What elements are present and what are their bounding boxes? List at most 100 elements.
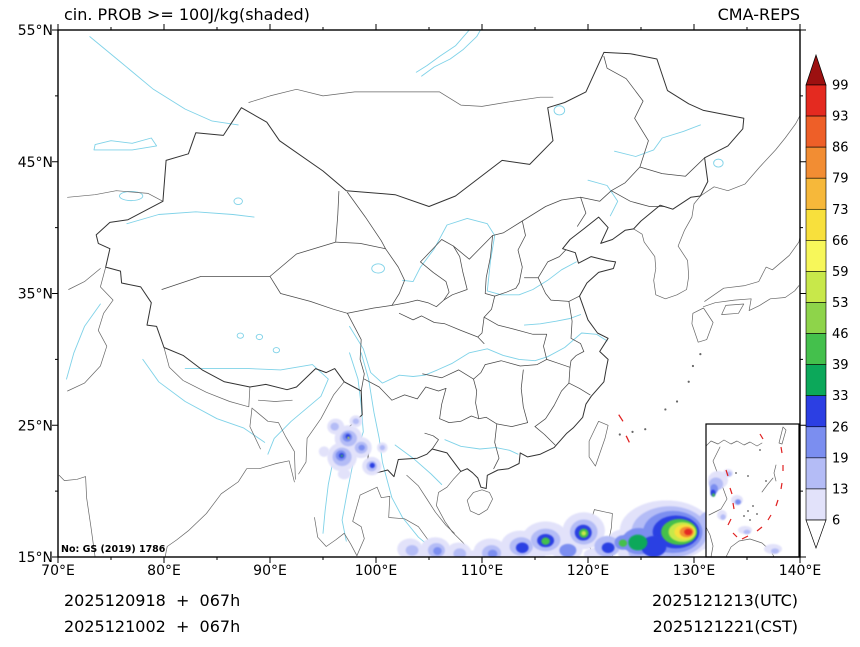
- colorbar-segment: [805, 146, 827, 179]
- province-boundary: [269, 276, 348, 314]
- river: [66, 303, 101, 380]
- colorbar-tick-label: 13: [832, 482, 849, 497]
- probability-blob: [559, 543, 577, 557]
- colorbar-segment: [805, 364, 827, 397]
- province-boundary: [422, 369, 474, 380]
- island-coastline: [466, 489, 493, 516]
- province-boundary: [484, 359, 548, 367]
- inset-coastline: [705, 439, 763, 447]
- country-border: [376, 486, 435, 554]
- island-dot: [631, 430, 634, 433]
- china-border: [95, 51, 745, 489]
- country-border: [257, 399, 293, 402]
- province-boundary: [515, 220, 526, 289]
- inset-dash-segment: [732, 532, 738, 538]
- lon-tick-label: 70°E: [41, 563, 75, 579]
- coastline: [314, 517, 358, 557]
- valid-time-utc: 2025121213(UTC): [652, 591, 798, 610]
- lake: [553, 105, 566, 116]
- probability-blob: [461, 550, 488, 557]
- country-border: [67, 190, 164, 202]
- inset-dash-segment: [775, 499, 779, 507]
- country-border: [68, 268, 101, 290]
- model-name: CMA-REPS: [717, 5, 800, 24]
- province-boundary: [347, 191, 386, 250]
- chart-title: cin. PROB >= 100J/kg(shaded): [64, 5, 310, 24]
- inset-background: [706, 424, 799, 557]
- island-coastline: [691, 307, 714, 343]
- probability-blob: [453, 548, 467, 557]
- colorbar-segment: [805, 271, 827, 303]
- lat-tick-label: 45°N: [18, 155, 53, 171]
- probability-shading: [318, 415, 731, 557]
- map-geography: [58, 30, 800, 557]
- river: [360, 352, 435, 551]
- probability-blob: [340, 454, 343, 457]
- province-boundary: [420, 56, 649, 263]
- river: [402, 217, 577, 296]
- province-boundary: [477, 295, 496, 338]
- province-boundary: [439, 415, 480, 423]
- lake: [272, 347, 280, 354]
- lake: [713, 158, 724, 168]
- inset-dash-segment: [780, 446, 783, 454]
- probability-blob: [369, 462, 375, 469]
- island-coastline: [588, 420, 609, 467]
- colorbar-tick-label: 39: [832, 358, 849, 373]
- inset-island-dot: [747, 510, 749, 512]
- province-boundary: [543, 333, 548, 360]
- probability-blob: [352, 418, 360, 425]
- lat-tick-label: 55°N: [18, 23, 53, 39]
- province-boundary: [443, 245, 468, 301]
- inset-coastline: [778, 426, 787, 445]
- colorbar-tick-label: 53: [832, 296, 849, 311]
- colorbar-segment: [805, 240, 827, 272]
- probability-blob: [601, 542, 615, 554]
- province-boundary: [424, 432, 439, 450]
- lon-tick-label: 140°E: [779, 563, 822, 579]
- valid-time-cst: 2025121221(CST): [652, 617, 798, 636]
- province-boundary: [577, 196, 587, 227]
- inset-dash-segment: [767, 514, 772, 521]
- lon-tick-label: 100°E: [355, 563, 398, 579]
- inset-island-dot: [735, 472, 737, 474]
- river: [415, 30, 482, 77]
- probability-blob: [405, 545, 419, 556]
- probability-blob: [330, 422, 339, 431]
- lake: [93, 137, 158, 151]
- colorbar-segment: [805, 333, 827, 365]
- colorbar-tick-label: 99: [832, 79, 849, 94]
- dash-line-segment: [618, 414, 624, 422]
- country-border: [163, 347, 251, 408]
- river: [142, 358, 266, 443]
- colorbar-tick-label: 93: [832, 110, 849, 125]
- country-border: [251, 407, 296, 480]
- island-dot: [644, 428, 647, 431]
- probability-blob: [337, 468, 351, 480]
- province-boundary: [568, 382, 591, 396]
- inset-island-dot: [759, 449, 761, 451]
- province-boundary: [483, 316, 548, 335]
- inset-dash-segment: [780, 482, 783, 490]
- inset-island-dot: [747, 475, 749, 477]
- province-boundary: [534, 426, 556, 446]
- map-frame: [57, 29, 801, 558]
- colorbar-tick-label: 26: [832, 420, 849, 435]
- river: [444, 439, 519, 455]
- inset-dash-segment: [727, 518, 732, 526]
- lake: [119, 190, 144, 202]
- inset-probability-blob: [771, 548, 779, 554]
- inset-probability-blob: [743, 529, 751, 535]
- colorbar-tick-label: 66: [832, 234, 849, 249]
- colorbar-segment: [805, 457, 827, 490]
- lat-tick-label: 25°N: [18, 418, 53, 434]
- island-dot: [691, 364, 695, 368]
- axis-ticks: [52, 24, 806, 563]
- province-boundary: [484, 235, 517, 297]
- country-border: [249, 407, 261, 450]
- colorbar: 99 93 86 79 73 66 59 53 46 39 33 26 19 13 6: [805, 53, 849, 550]
- coastline: [633, 195, 701, 300]
- province-boundary: [161, 191, 340, 290]
- province-boundary: [398, 312, 485, 344]
